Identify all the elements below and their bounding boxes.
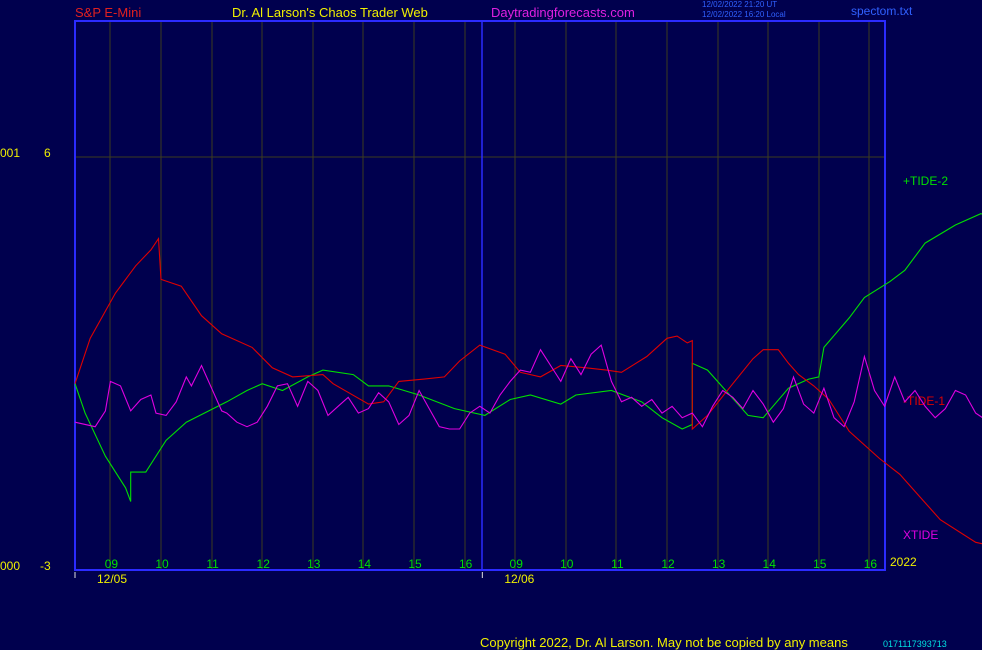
x-tick-label: 16 <box>459 557 473 571</box>
footer-code: 0171117393713 <box>883 639 947 649</box>
header-symbol: S&P E-Mini <box>75 5 142 20</box>
y-bottom-code: 000 <box>0 559 21 573</box>
header-time-utc: 12/02/2022 21:20 UT <box>702 0 778 9</box>
x-tick-label: 12 <box>257 557 271 571</box>
y-bottom-value: -3 <box>40 559 51 573</box>
footer-copyright: Copyright 2022, Dr. Al Larson. May not b… <box>480 635 848 650</box>
header-title: Dr. Al Larson's Chaos Trader Web <box>232 5 428 20</box>
plot-frame <box>74 20 886 571</box>
year-label: 2022 <box>890 555 917 569</box>
series-label: -TIDE-1 <box>903 394 945 408</box>
series-line-tide-1 <box>74 236 982 545</box>
y-top-code: 001 <box>0 146 21 160</box>
header-site[interactable]: Daytradingforecasts.com <box>491 5 635 20</box>
series-line-tide-2 <box>74 213 982 502</box>
x-tick-label: 10 <box>560 557 574 571</box>
header-time-local: 12/02/2022 16:20 Local <box>702 10 786 19</box>
x-tick-label: 11 <box>206 557 219 571</box>
x-tick-label: 14 <box>358 557 372 571</box>
series-label: +TIDE-2 <box>903 174 948 188</box>
x-tick-label: 12 <box>661 557 675 571</box>
x-tick-label: 15 <box>813 557 827 571</box>
x-tick-label: 14 <box>763 557 777 571</box>
x-tick-label: 13 <box>307 557 321 571</box>
x-tick-label: 09 <box>510 557 524 571</box>
series-line-xtide <box>74 344 982 430</box>
header-file: spectom.txt <box>851 4 913 18</box>
x-tick-label: 15 <box>408 557 422 571</box>
x-tick-label: 13 <box>712 557 726 571</box>
series-label: XTIDE <box>903 528 938 542</box>
date-label: 12/06 <box>504 572 534 586</box>
x-tick-label: 09 <box>105 557 119 571</box>
x-tick-label: 16 <box>864 557 878 571</box>
date-label: 12/05 <box>97 572 127 586</box>
x-tick-label: 10 <box>155 557 169 571</box>
x-tick-label: 11 <box>611 557 624 571</box>
y-top-value: 6 <box>44 146 51 160</box>
